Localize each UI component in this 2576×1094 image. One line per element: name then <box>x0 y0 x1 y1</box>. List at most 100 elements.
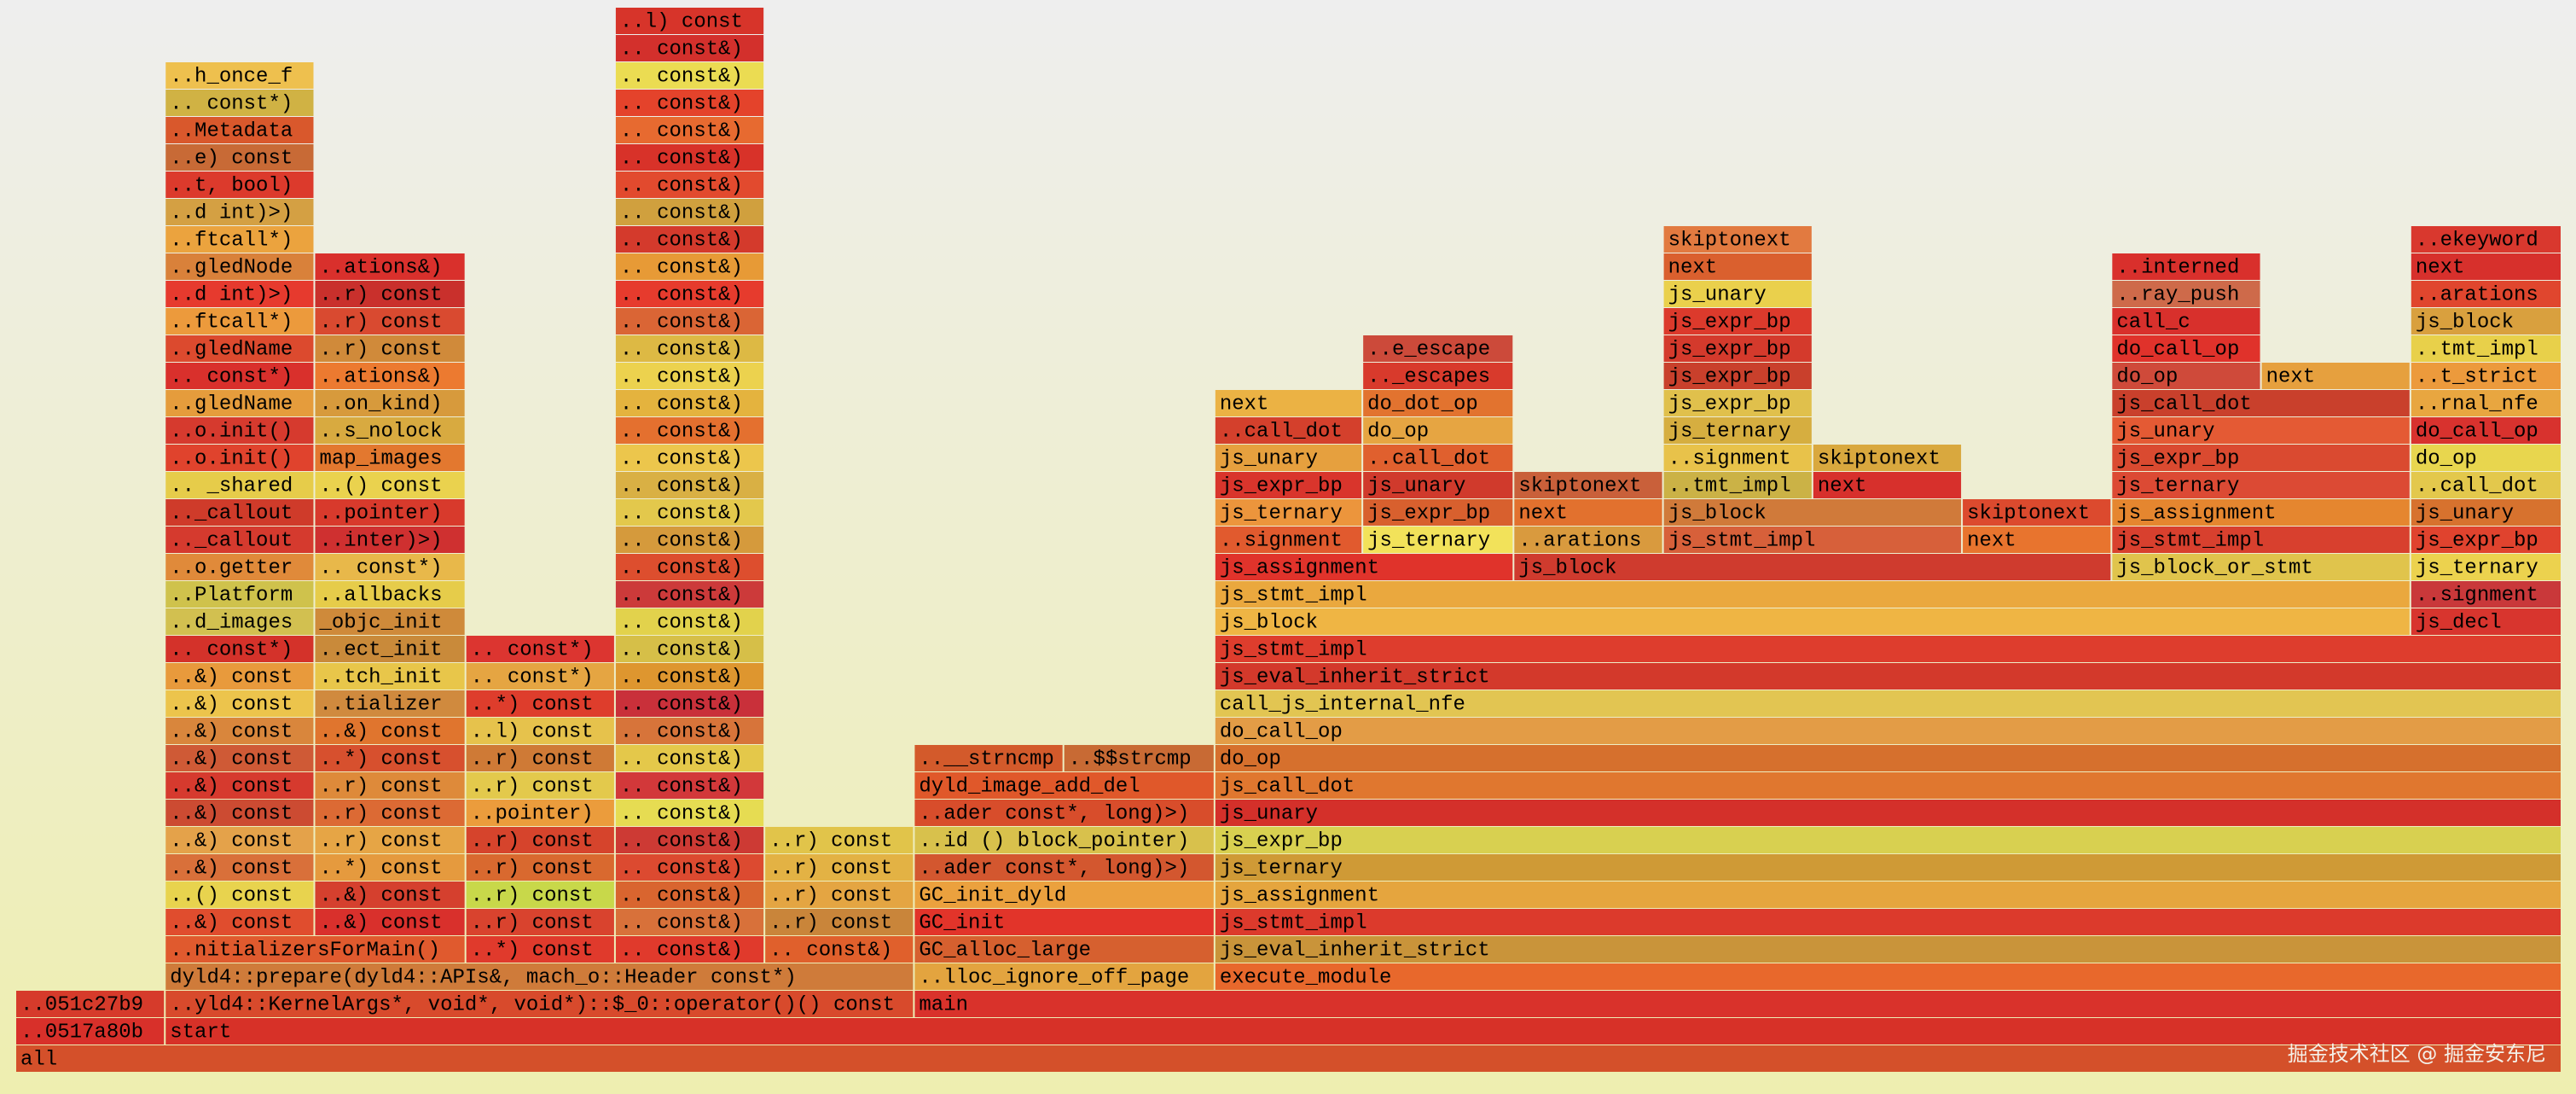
frame: .. const*) <box>466 663 614 690</box>
frame: execute_module <box>1215 963 2561 990</box>
frame-label: ..yld4::KernelArgs*, void*, void*)::$_0:… <box>170 993 895 1016</box>
frame-box <box>165 499 314 526</box>
frame-label: ..gledNode <box>170 256 293 279</box>
frame-box <box>1663 253 1812 280</box>
frame: .. _shared <box>165 472 314 498</box>
frame-box <box>2112 472 2410 498</box>
frame-box <box>165 253 314 280</box>
frame-box <box>466 745 614 771</box>
frame: ..allbacks <box>315 581 465 608</box>
frame: map_images <box>315 445 465 471</box>
frame-label: js_expr_bp <box>2116 447 2239 470</box>
frame-box <box>1215 608 2410 635</box>
frame-box <box>315 827 465 853</box>
frame: ..*) const <box>315 745 465 771</box>
frame-box <box>1215 909 2561 935</box>
frame: js_stmt_impl <box>1215 636 2561 662</box>
frame-label: .._escapes <box>1367 365 1490 388</box>
frame-label: ..r) const <box>319 802 442 825</box>
frame-label: ..*) const <box>471 939 594 962</box>
frame: do_call_op <box>2411 417 2561 444</box>
frame-box <box>165 854 314 881</box>
frame-box <box>2112 308 2260 335</box>
frame-label: .. const&) <box>620 201 743 224</box>
frame-box <box>315 390 465 416</box>
frame: ..r) const <box>466 745 614 771</box>
frame-box <box>466 827 614 853</box>
frame-box <box>615 199 764 225</box>
frame: ..r) const <box>315 800 465 826</box>
frame-label: .. const&) <box>620 584 743 607</box>
frame-box <box>1215 690 2561 717</box>
frame-label: js_block <box>1220 611 1318 634</box>
frame-box <box>2112 554 2410 580</box>
frame: skiptonext <box>1663 226 1812 253</box>
frame-box <box>315 554 465 580</box>
frame: ..signment <box>1663 445 1812 471</box>
frame-label: _objc_init <box>318 611 442 634</box>
frame-box <box>2112 390 2410 416</box>
frame-label: ..0517a80b <box>20 1021 143 1044</box>
frame-box <box>1363 445 1513 471</box>
frame: ..&) const <box>165 690 314 717</box>
frame-label: js_ternary <box>2116 474 2239 498</box>
frame: ..r) const <box>466 854 614 881</box>
frame: js_expr_bp <box>1363 499 1513 526</box>
frame-box <box>2411 417 2561 444</box>
frame-label: ..call_dot <box>1367 447 1490 470</box>
frame-label: .. const&) <box>620 256 743 279</box>
frame-label: map_images <box>319 447 442 470</box>
frame: ..o.init() <box>165 445 314 471</box>
frame-label: ..id () block_pointer) <box>919 829 1189 853</box>
frame-box <box>1215 554 1513 580</box>
frame-box <box>914 854 1214 881</box>
frame: ..r) const <box>765 827 914 853</box>
frame: dyld4::prepare(dyld4::APIs&, mach_o::Hea… <box>165 963 914 990</box>
frame-label: ..r) const <box>471 857 594 880</box>
frame-label: ..ftcall*) <box>170 229 293 252</box>
frame: do_op <box>1215 745 2561 771</box>
frame-box <box>615 390 764 416</box>
frame: ..gledName <box>165 335 314 362</box>
frame-label: ..__strncmp <box>919 748 1053 771</box>
frame-box <box>2411 581 2561 608</box>
frame: dyld_image_add_del <box>914 772 1214 799</box>
frame-label: js_unary <box>1668 283 1767 306</box>
frame: js_unary <box>2411 499 2561 526</box>
frame: ..r) const <box>315 281 465 307</box>
frame: ..r) const <box>466 882 614 908</box>
frame: ..&) const <box>165 909 314 935</box>
frame-box <box>615 909 764 935</box>
frame-box <box>765 827 914 853</box>
frame: ..__strncmp <box>914 745 1063 771</box>
frame-label: .. const&) <box>620 420 743 443</box>
frame: ..call_dot <box>1363 445 1513 471</box>
frame-box <box>615 417 764 444</box>
frame-label: .. const&) <box>620 857 743 880</box>
frame: .. const&) <box>615 172 764 198</box>
frame: js_unary <box>2112 417 2410 444</box>
frame-label: ..nitializersForMain() <box>170 939 440 962</box>
frame: ..s_nolock <box>315 417 465 444</box>
frame-label: ..&) const <box>170 857 293 880</box>
frame-box <box>466 772 614 799</box>
frame: ..&) const <box>315 909 465 935</box>
frame-box <box>466 800 614 826</box>
frame-label: ..pointer) <box>319 502 442 525</box>
frame: ..arations <box>2411 281 2561 307</box>
frame-box <box>1813 445 1962 471</box>
frame: ..l) const <box>466 718 614 744</box>
frame-box <box>1215 772 2561 799</box>
watermark: 掘金技术社区 @ 掘金安东尼 <box>2288 1042 2546 1066</box>
frame: ..r) const <box>466 909 614 935</box>
frame: ..call_dot <box>2411 472 2561 498</box>
frame-box <box>914 909 1214 935</box>
frame-label: ..allbacks <box>319 584 442 607</box>
frame-label: .. const&) <box>620 939 743 962</box>
frame-box <box>2261 363 2410 389</box>
frame-box <box>615 636 764 662</box>
frame-box <box>2411 554 2561 580</box>
frame-box <box>165 608 314 635</box>
frame: ..call_dot <box>1215 417 1362 444</box>
frame-box <box>315 745 465 771</box>
